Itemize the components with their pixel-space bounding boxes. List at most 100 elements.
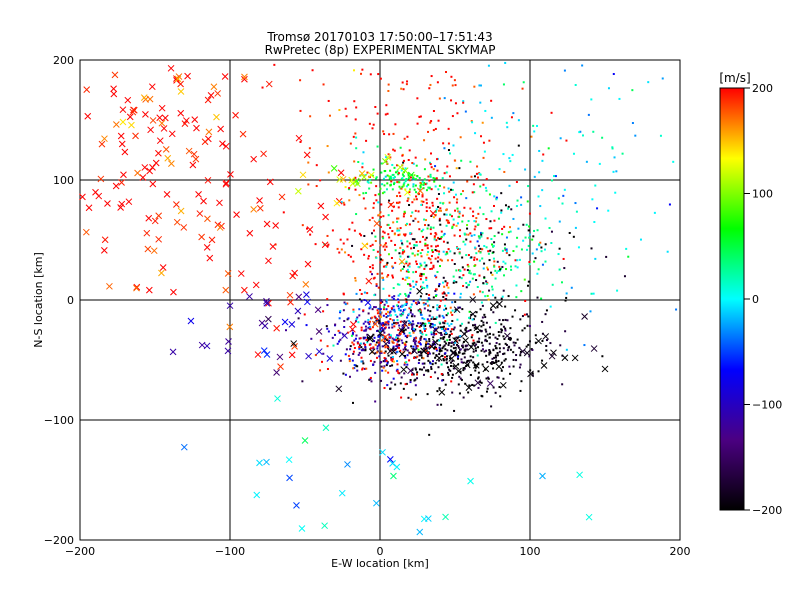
point-2547 (435, 354, 443, 362)
point-2324 (210, 83, 218, 91)
point-512 (502, 335, 505, 338)
point-1840 (500, 209, 503, 212)
point-966 (358, 346, 361, 349)
point-1906 (466, 269, 469, 272)
point-1528 (431, 267, 434, 270)
point-2575 (416, 187, 424, 195)
point-1303 (336, 247, 339, 250)
point-33 (427, 359, 430, 362)
point-1179 (433, 180, 436, 183)
point-1918 (363, 234, 366, 237)
point-1771 (422, 273, 425, 276)
point-2061 (675, 308, 678, 311)
point-553 (326, 304, 329, 307)
point-1462 (417, 210, 420, 213)
point-1240 (476, 258, 479, 261)
point-2353 (117, 132, 125, 140)
point-36 (463, 367, 466, 370)
point-6 (443, 344, 446, 347)
point-43 (466, 344, 469, 347)
point-2063 (460, 159, 463, 162)
point-1013 (392, 266, 395, 269)
point-608 (421, 362, 424, 365)
point-1425 (498, 265, 501, 268)
point-1084 (386, 314, 389, 317)
point-694 (366, 333, 369, 336)
point-1398 (427, 319, 430, 322)
point-1635 (436, 271, 439, 274)
point-2322 (149, 117, 157, 124)
point-1359 (486, 281, 489, 284)
point-1032 (438, 321, 441, 324)
point-412 (404, 328, 407, 331)
point-2042 (562, 194, 565, 197)
point-1746 (467, 220, 470, 223)
point-1849 (443, 292, 446, 295)
point-768 (365, 328, 368, 331)
point-2058 (557, 197, 560, 200)
point-1883 (508, 254, 511, 257)
point-137 (384, 350, 387, 353)
point-1785 (412, 271, 415, 274)
point-1684 (413, 244, 416, 247)
point-2033 (666, 250, 669, 253)
point-2360 (120, 171, 127, 179)
point-1064 (421, 317, 424, 320)
point-2208 (344, 186, 347, 189)
point-1156 (386, 182, 389, 185)
point-1049 (440, 363, 443, 366)
point-2516 (463, 361, 471, 369)
point-2454 (287, 298, 294, 306)
point-1010 (423, 318, 426, 321)
point-530 (353, 364, 356, 367)
point-1496 (352, 260, 355, 263)
point-216 (429, 325, 432, 328)
point-1941 (496, 260, 499, 263)
point-560 (406, 336, 409, 339)
point-1967 (462, 100, 465, 103)
point-1554 (454, 209, 457, 212)
point-1470 (403, 212, 406, 215)
point-1772 (451, 188, 454, 191)
point-1718 (520, 248, 523, 251)
point-883 (422, 302, 425, 305)
point-2260 (416, 97, 419, 100)
point-1056 (454, 341, 457, 344)
point-594 (412, 323, 415, 326)
point-1488 (353, 229, 356, 232)
point-1767 (540, 297, 543, 300)
point-842 (408, 307, 411, 310)
point-1885 (432, 296, 435, 299)
point-2373 (200, 197, 207, 205)
point-1904 (466, 227, 469, 230)
point-2069 (454, 193, 457, 196)
point-979 (386, 345, 389, 348)
point-559 (441, 379, 444, 382)
point-2093 (483, 150, 486, 153)
point-1086 (366, 341, 369, 344)
point-2275 (309, 115, 312, 118)
point-352 (349, 345, 352, 348)
point-1257 (413, 254, 416, 257)
point-343 (503, 352, 506, 355)
point-852 (337, 329, 340, 332)
point-1254 (414, 301, 417, 304)
point-1620 (505, 250, 508, 253)
point-1414 (415, 263, 418, 266)
point-1355 (463, 206, 466, 209)
point-1686 (537, 268, 540, 271)
point-2483 (260, 347, 268, 354)
point-750 (362, 336, 365, 339)
point-2449 (265, 257, 272, 265)
point-1984 (340, 201, 343, 204)
point-2402 (203, 244, 211, 251)
point-1653 (399, 255, 402, 258)
point-1019 (447, 292, 450, 295)
point-2509 (263, 458, 270, 466)
point-401 (492, 333, 495, 336)
point-1961 (423, 287, 426, 290)
point-605 (379, 328, 382, 331)
point-1099 (402, 312, 405, 315)
point-209 (428, 298, 431, 301)
point-2084 (581, 134, 584, 137)
